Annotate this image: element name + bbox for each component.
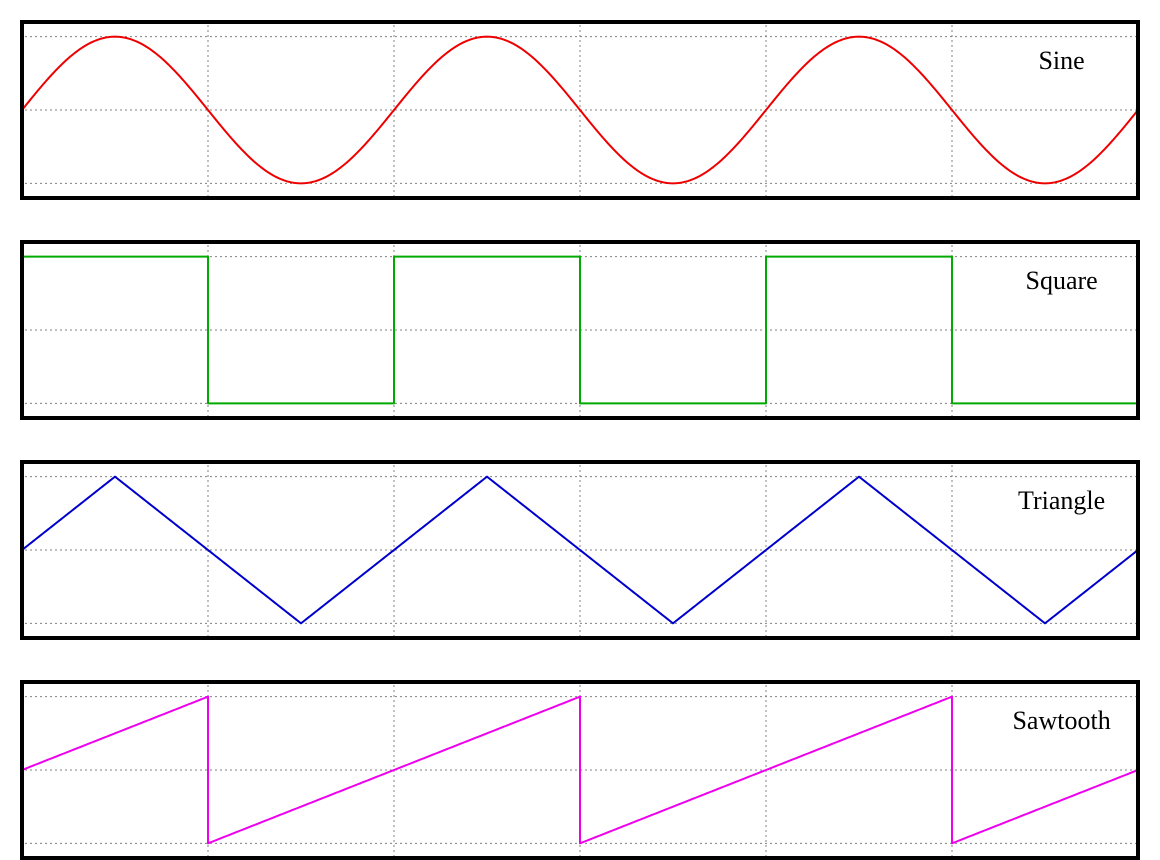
waveform-panel-square: Square	[20, 240, 1140, 420]
waveform-label-sine: Sine	[1038, 46, 1084, 75]
waveform-label-sawtooth: Sawtooth	[1012, 706, 1110, 735]
waveform-panel-sine: Sine	[20, 20, 1140, 200]
waveform-svg-sine: Sine	[20, 20, 1140, 200]
waveform-svg-square: Square	[20, 240, 1140, 420]
waveform-panel-sawtooth: Sawtooth	[20, 680, 1140, 860]
waveform-svg-triangle: Triangle	[20, 460, 1140, 640]
waveform-label-square: Square	[1025, 266, 1097, 295]
waveform-svg-sawtooth: Sawtooth	[20, 680, 1140, 860]
waveform-panel-triangle: Triangle	[20, 460, 1140, 640]
waveform-figure: Sine Square Triangle Sawtooth	[0, 0, 1160, 860]
waveform-label-triangle: Triangle	[1018, 486, 1105, 515]
